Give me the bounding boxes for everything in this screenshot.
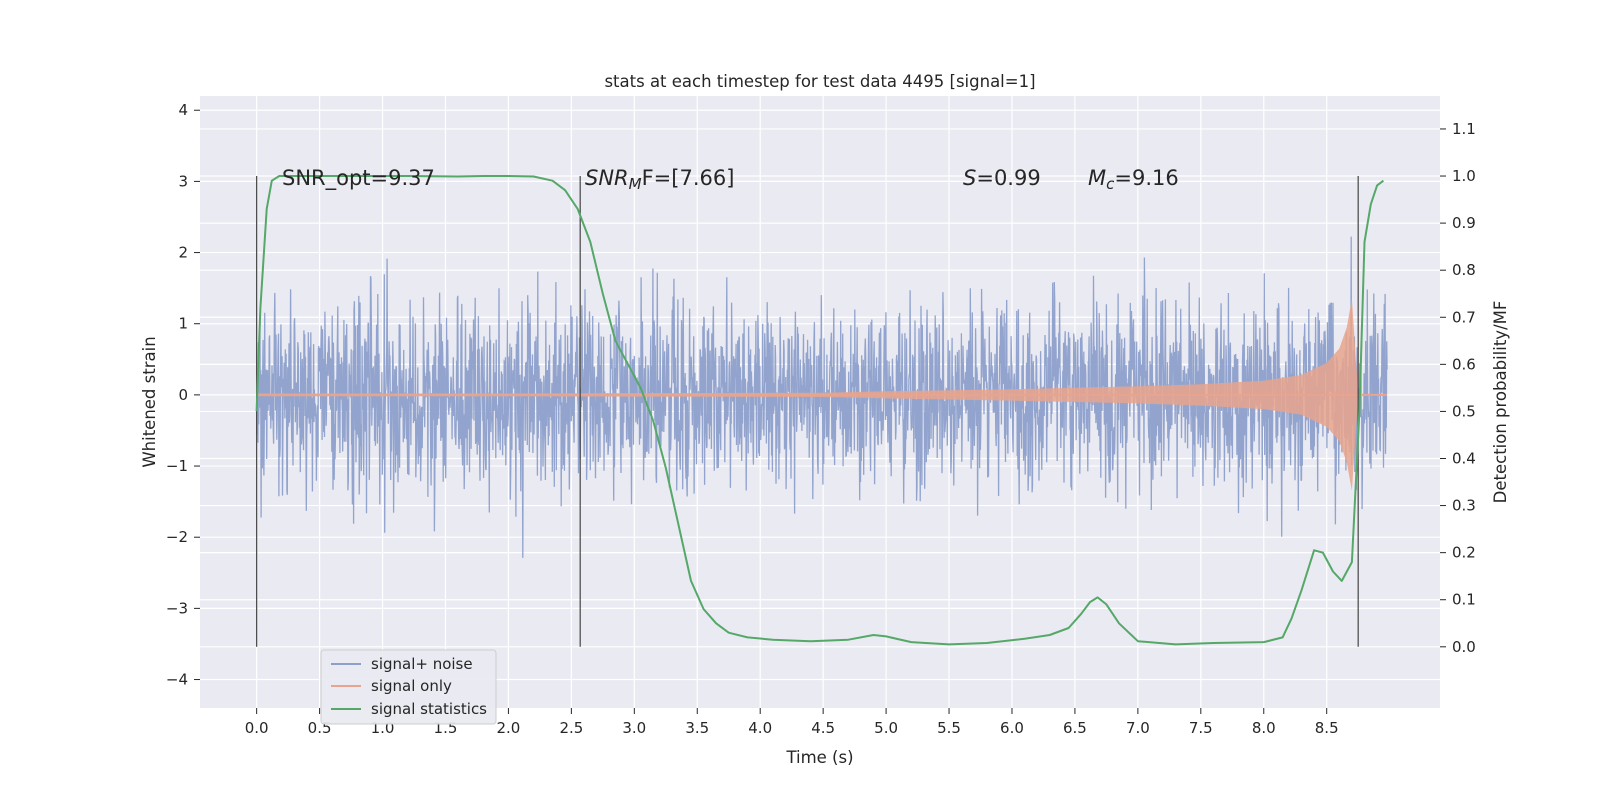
series-signal-plus-noise	[255, 236, 1388, 558]
x-tick-label-9: 4.5	[811, 719, 835, 737]
x-tick-label-13: 6.5	[1063, 719, 1087, 737]
x-tick-label-15: 7.5	[1189, 719, 1213, 737]
legend-box	[320, 649, 497, 725]
event-markers	[256, 176, 1359, 647]
x-tick-label-8: 4.0	[748, 719, 772, 737]
y-axis-left-ticks: 4 3 2 1 0 −1 −2 −3 −4	[166, 101, 200, 689]
signal-statistics-line	[255, 175, 1384, 646]
x-tick-label-0: 0.0	[245, 719, 269, 737]
y-right-tick-label-11: 0.0	[1452, 638, 1476, 656]
annotation-snr-mf: SNRMF=[7.66]	[585, 166, 734, 193]
legend-label-signal: signal only	[371, 677, 452, 695]
y-right-tick-label-9: 0.2	[1452, 544, 1476, 562]
y-right-tick-label-2: 0.9	[1452, 214, 1476, 232]
y-left-tick-label-7: −3	[166, 599, 188, 617]
y-axis-right-ticks: 1.1 1.0 0.9 0.8 0.7 0.6 0.5 0.4 0.3 0.2 0.1 0.0	[1440, 120, 1476, 656]
y-right-tick-label-1: 1.0	[1452, 167, 1476, 185]
x-tick-label-5: 2.5	[559, 719, 583, 737]
y-right-tick-label-4: 0.7	[1452, 308, 1476, 326]
x-tick-label-16: 8.0	[1252, 719, 1276, 737]
x-tick-label-14: 7.0	[1126, 719, 1150, 737]
series-signal-only	[256, 298, 1388, 491]
y-left-tick-label-0: 4	[178, 101, 188, 119]
y-right-tick-label-3: 0.8	[1452, 261, 1476, 279]
annotation-s: S=0.99	[963, 166, 1041, 190]
y-left-tick-label-4: 0	[178, 386, 188, 404]
x-tick-label-11: 5.5	[937, 719, 961, 737]
y-right-tick-label-6: 0.5	[1452, 402, 1476, 420]
y-right-tick-label-7: 0.4	[1452, 449, 1476, 467]
legend-label-stats: signal statistics	[371, 700, 487, 718]
legend: signal+ noise signal only signal statist…	[320, 649, 497, 725]
y-left-tick-label-1: 3	[178, 172, 188, 190]
y-axis-right-label: Detection probability/MF	[1491, 301, 1510, 504]
x-tick-label-10: 5.0	[874, 719, 898, 737]
legend-label-noise: signal+ noise	[371, 655, 473, 673]
annotation-mc: Mc=9.16	[1088, 166, 1179, 193]
x-axis-label: Time (s)	[785, 748, 853, 767]
y-left-tick-label-6: −2	[166, 528, 188, 546]
x-tick-label-12: 6.0	[1000, 719, 1024, 737]
y-left-tick-label-8: −4	[166, 671, 188, 689]
chart-title: stats at each timestep for test data 449…	[604, 72, 1035, 91]
y-left-tick-label-2: 2	[178, 244, 188, 262]
y-right-tick-label-8: 0.3	[1452, 497, 1476, 515]
y-axis-left-label: Whitened strain	[140, 336, 159, 467]
x-tick-label-4: 2.0	[496, 719, 520, 737]
annotation-snr-opt: SNR_opt=9.37	[282, 166, 435, 191]
signal-plus-noise-line	[255, 236, 1388, 558]
series-signal-statistics	[255, 175, 1384, 646]
x-tick-label-6: 3.0	[622, 719, 646, 737]
y-right-tick-label-0: 1.1	[1452, 120, 1476, 138]
y-left-tick-label-3: 1	[178, 315, 188, 333]
x-tick-label-7: 3.5	[685, 719, 709, 737]
y-right-tick-label-10: 0.1	[1452, 591, 1476, 609]
x-tick-label-17: 8.5	[1315, 719, 1339, 737]
y-right-tick-label-5: 0.6	[1452, 355, 1476, 373]
y-left-tick-label-5: −1	[166, 457, 188, 475]
